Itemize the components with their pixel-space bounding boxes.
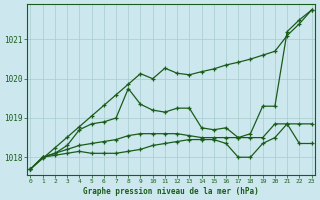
X-axis label: Graphe pression niveau de la mer (hPa): Graphe pression niveau de la mer (hPa) (83, 187, 259, 196)
